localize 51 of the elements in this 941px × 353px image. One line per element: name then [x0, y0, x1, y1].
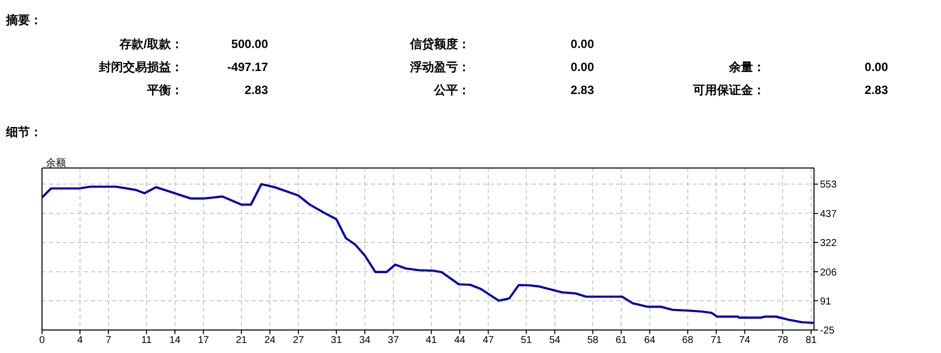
text: 细节：: [6, 124, 42, 140]
y-tick-label: 206: [820, 267, 838, 278]
x-tick-label: 0: [39, 335, 46, 346]
x-tick-label: 17: [198, 335, 210, 346]
text: 平衡：: [147, 82, 183, 98]
x-tick-label: 24: [264, 335, 276, 346]
text: 浮动盈亏：: [410, 59, 470, 75]
text: 2.83: [244, 82, 268, 98]
text: 信贷额度：: [410, 36, 470, 52]
text: 可用保证金：: [693, 82, 765, 98]
text: 余量：: [729, 59, 765, 75]
x-tick-label: 47: [482, 335, 494, 346]
text: -497.17: [227, 59, 268, 75]
x-tick-label: 61: [616, 335, 628, 346]
x-tick-label: 68: [682, 335, 694, 346]
text: 2.83: [864, 82, 888, 98]
x-tick-label: 11: [141, 335, 152, 346]
x-tick-label: 31: [330, 335, 342, 346]
text: 500.00: [231, 36, 268, 52]
x-tick-label: 7: [106, 335, 112, 346]
x-tick-label: 44: [454, 335, 466, 346]
x-tick-label: 21: [236, 335, 248, 346]
text: 封闭交易损益：: [99, 59, 183, 75]
x-tick-label: 78: [777, 335, 789, 346]
text: 0.00: [864, 59, 888, 75]
x-tick-label: 74: [739, 335, 751, 346]
text: 0.00: [570, 36, 594, 52]
x-tick-label: 14: [169, 335, 181, 346]
x-tick-label: 64: [644, 335, 656, 346]
x-tick-label: 71: [710, 335, 722, 346]
x-tick-label: 37: [388, 335, 400, 346]
x-tick-label: 54: [549, 335, 561, 346]
text: 摘要：: [6, 12, 42, 28]
x-tick-label: 81: [806, 335, 818, 346]
x-tick-label: 27: [292, 335, 304, 346]
x-tick-label: 58: [587, 335, 599, 346]
y-tick-label: 91: [820, 296, 832, 308]
y-tick-label: 322: [820, 238, 838, 249]
y-tick-label: 437: [820, 208, 838, 220]
line-series: [42, 183, 814, 324]
x-tick-label: 41: [426, 335, 438, 346]
text: 0.00: [570, 59, 594, 75]
text: 存款/取款：: [120, 36, 183, 52]
text: 公平：: [434, 82, 470, 98]
y-tick-label: -25: [820, 326, 835, 337]
x-tick-label: 4: [77, 335, 84, 346]
x-tick-label: 51: [520, 335, 532, 346]
series-label: 余额: [46, 158, 66, 169]
y-tick-label: 553: [820, 180, 838, 191]
x-tick-label: 34: [359, 335, 371, 346]
text: 2.83: [570, 82, 594, 98]
